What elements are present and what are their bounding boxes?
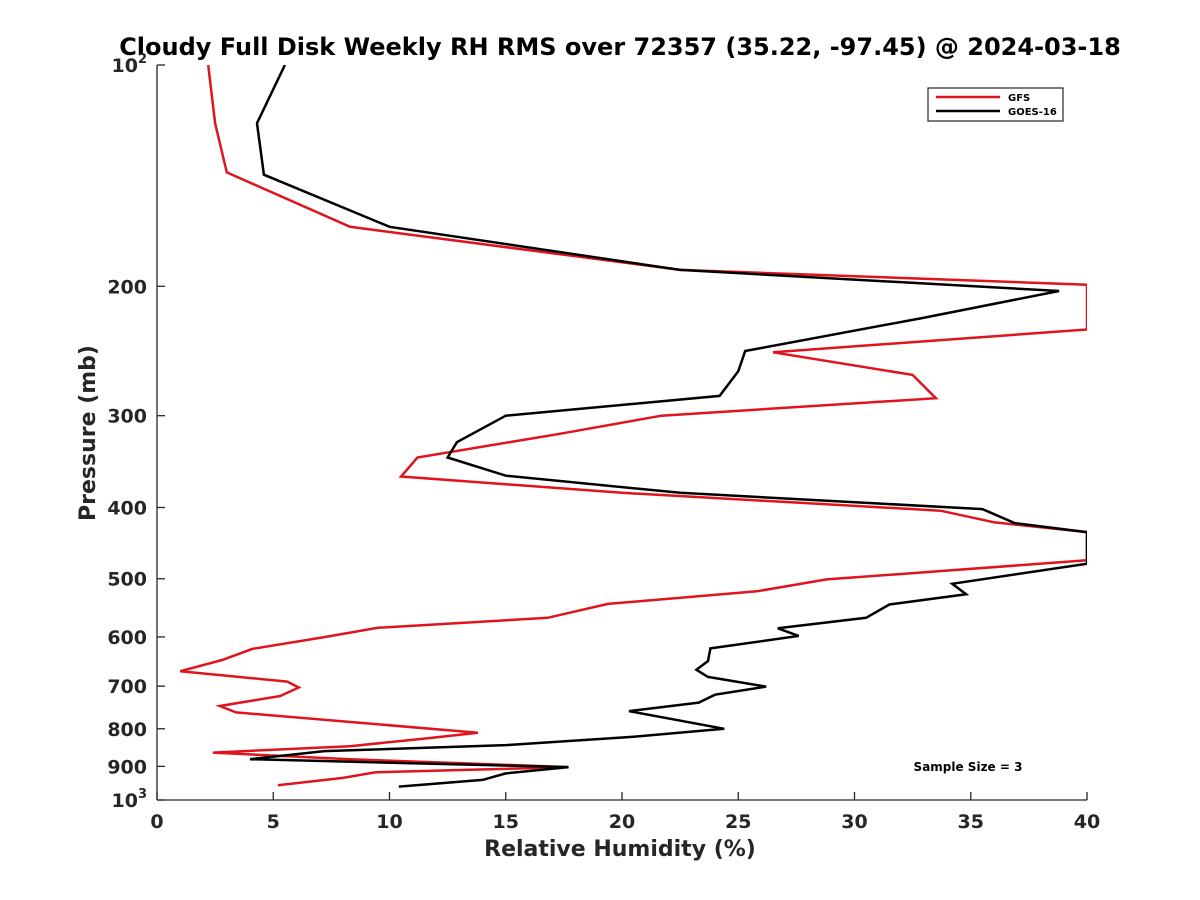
plot-area: 0 5 10 15 20 25 30 35 40 102 200 300 400 500 600 700 800… (107, 52, 1100, 833)
legend-box (927, 87, 1064, 122)
chart-legend: GFS GOES-16 (927, 87, 1064, 122)
y-tick-label: 600 (107, 627, 147, 649)
y-tick-label: 300 (107, 406, 147, 428)
chart-title: Cloudy Full Disk Weekly RH RMS over 7235… (119, 33, 1121, 61)
x-tick-label: 0 (150, 811, 163, 833)
x-tick-label: 40 (1074, 811, 1100, 833)
series-lines (179, 65, 1087, 788)
y-tick-label: 900 (107, 756, 147, 778)
sample-size-annotation: Sample Size = 3 (914, 760, 1023, 774)
x-tick-label: 15 (493, 811, 519, 833)
y-tick-label: 400 (107, 498, 147, 520)
y-tick-label: 700 (107, 676, 147, 698)
y-axis-label: Pressure (mb) (76, 345, 101, 521)
x-axis-label: Relative Humidity (%) (484, 837, 756, 862)
x-tick-label: 25 (725, 811, 751, 833)
y-tick-label: 800 (107, 719, 147, 741)
x-tick-label: 10 (376, 811, 402, 833)
legend-label-goes-16: GOES-16 (1008, 107, 1057, 118)
y-tick-label: 103 (112, 787, 148, 812)
x-tick-label: 30 (841, 811, 867, 833)
x-tick-label: 20 (609, 811, 635, 833)
series-line-gfs (179, 65, 1087, 787)
x-tick-label: 35 (958, 811, 984, 833)
series-line-goes-16 (249, 65, 1087, 788)
y-tick-label: 200 (107, 276, 147, 298)
x-tick-label: 5 (267, 811, 280, 833)
y-tick-label: 500 (107, 569, 147, 591)
legend-label-gfs: GFS (1008, 93, 1030, 104)
y-tick-label: 102 (112, 52, 148, 77)
